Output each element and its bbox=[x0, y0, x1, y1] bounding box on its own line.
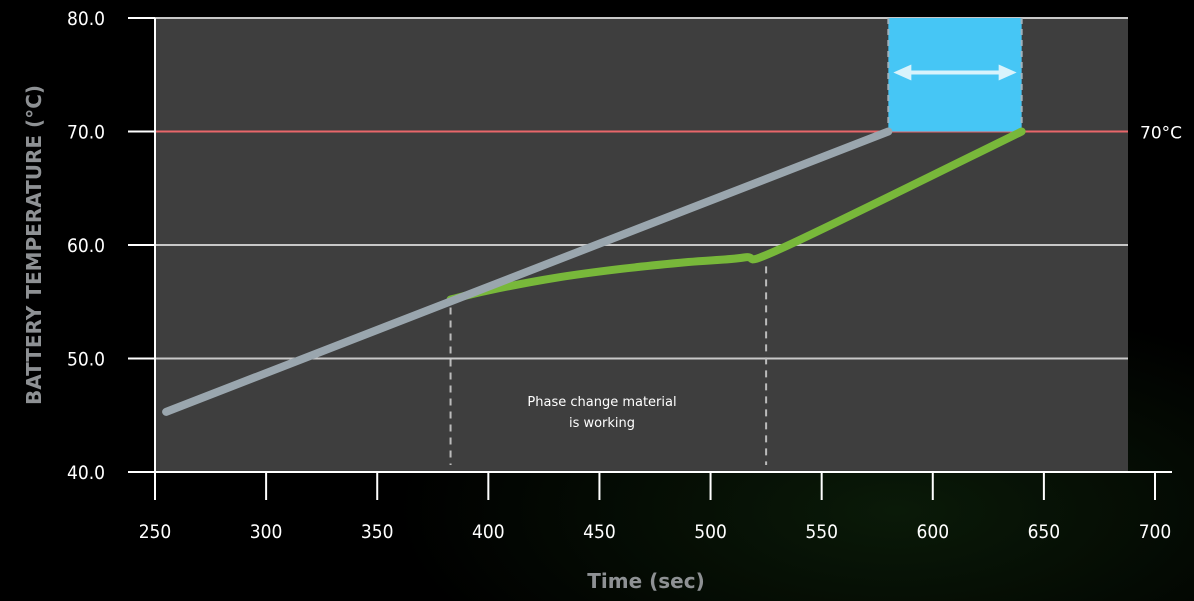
y-tick-label-50: 50.0 bbox=[67, 349, 105, 371]
y-tick-label-70: 70.0 bbox=[67, 122, 105, 144]
annotation-line-1: Phase change material bbox=[527, 395, 676, 410]
x-tick-label-700: 700 bbox=[1139, 521, 1172, 543]
x-tick-label-650: 650 bbox=[1028, 521, 1061, 543]
axes bbox=[128, 17, 1172, 500]
y-tick-label-40: 40.0 bbox=[67, 462, 105, 484]
region-markers bbox=[449, 266, 768, 465]
x-tick-label-500: 500 bbox=[694, 521, 727, 543]
series-line-0 bbox=[162, 127, 893, 416]
labels: 250 300 350 400 450 500 550 600 650 700 40.0 50.0 60… bbox=[67, 8, 1171, 543]
x-tick-label-450: 450 bbox=[583, 521, 616, 543]
band-arrow-left-head bbox=[893, 64, 912, 81]
series-group bbox=[162, 127, 1026, 416]
x-tick-label-300: 300 bbox=[250, 521, 283, 543]
highlight-band-group bbox=[887, 18, 1023, 132]
x-tick-label-550: 550 bbox=[805, 521, 838, 543]
x-tick-label-600: 600 bbox=[916, 521, 949, 543]
series-line-1 bbox=[446, 127, 1026, 304]
x-tick-label-250: 250 bbox=[139, 521, 172, 543]
reference-line-label: 70°C bbox=[1140, 124, 1182, 144]
band-arrow-right-head bbox=[998, 64, 1017, 81]
x-tick-label-400: 400 bbox=[472, 521, 505, 543]
y-tick-label-80: 80.0 bbox=[67, 8, 105, 30]
y-tick-label-60: 60.0 bbox=[67, 235, 105, 257]
x-axis-title: Time (sec) bbox=[587, 569, 704, 593]
y-axis-title: BATTERY TEMPERATURE (°C) bbox=[22, 85, 46, 405]
annotation-line-2: is working bbox=[569, 416, 635, 431]
x-tick-label-350: 350 bbox=[361, 521, 394, 543]
